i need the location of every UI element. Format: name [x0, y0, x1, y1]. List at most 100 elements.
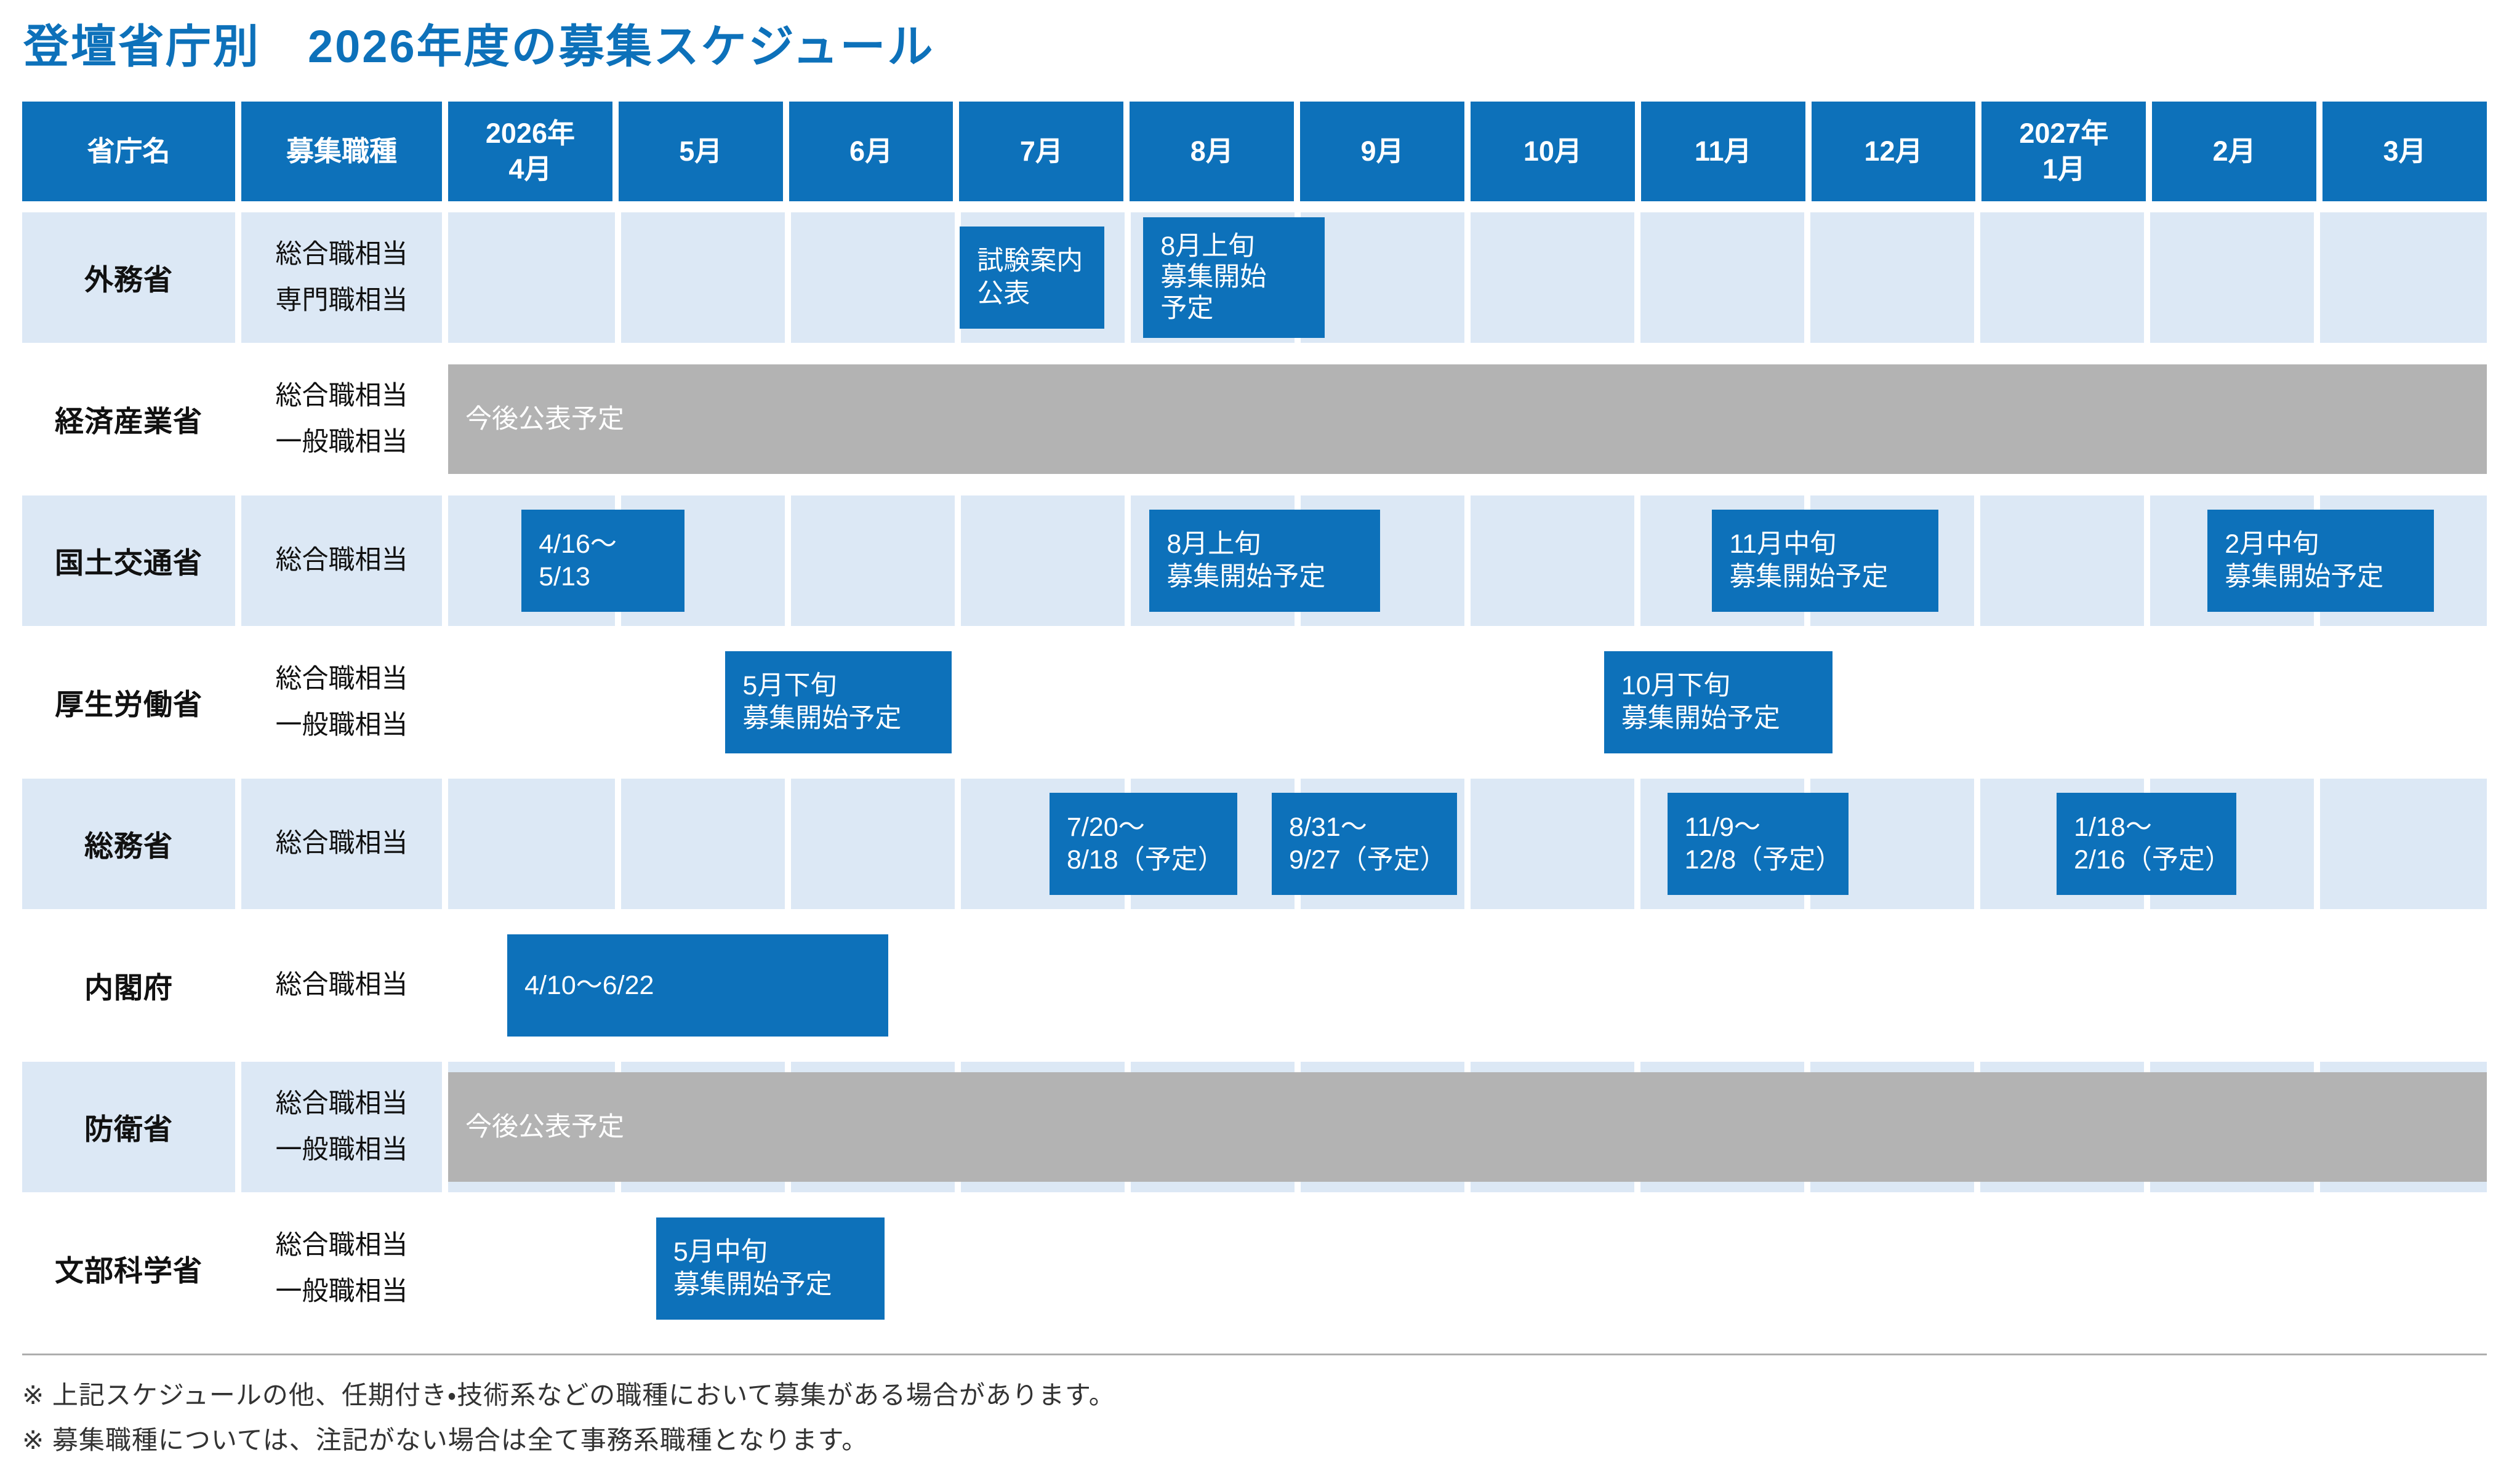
schedule-bar: 8/31～ 9/27（予定） — [1272, 792, 1458, 895]
schedule-bar-label: 募集開始予定 — [1729, 561, 1889, 592]
ministry-name: 内閣府 — [84, 971, 173, 1005]
schedule-bar-label: 8/31～ — [1289, 812, 1367, 843]
job-type-label: 総合職相当 — [275, 970, 408, 1000]
ministry-name: 総務省 — [22, 778, 235, 909]
schedule-bar-label: 募集開始予定 — [2225, 561, 2384, 592]
header-month-label: 1月 — [2042, 153, 2086, 185]
job-type-label: 一般職相当 — [275, 1134, 408, 1165]
header-cell-month: 9月 — [1300, 101, 1464, 201]
table-row: 総務省 総合職相当 7/20～ 8/18（予定） 8/31～ 9/27（予定） 11/9～ 1… — [22, 778, 2487, 909]
schedule-bar-label: 2/16（予定） — [2074, 844, 2231, 875]
column-divider — [1464, 778, 1471, 909]
table-row: 外務省 総合職相当 専門職相当 試験案内 公表 8月上旬 募集開始 予定 — [22, 212, 2487, 343]
ministry-name: 文部科学省 — [55, 1254, 203, 1288]
job-types: 総合職相当 — [241, 920, 442, 1051]
schedule-bar-label: 8月上旬 — [1160, 231, 1255, 261]
schedule-bar: 1/18～ 2/16（予定） — [2057, 792, 2236, 895]
ministry-name: 厚生労働省 — [55, 688, 203, 721]
job-type-label: 一般職相当 — [275, 427, 408, 457]
schedule-bar-label: 12/8（予定） — [1684, 844, 1842, 875]
job-type-label: 総合職相当 — [275, 664, 408, 694]
schedule-bar-label: 4/10～6/22 — [524, 970, 654, 1000]
page-title: 登壇省庁別 2026年度の募集スケジュール — [23, 21, 935, 72]
schedule-bar: 今後公表予定 — [448, 364, 2487, 474]
column-divider — [955, 495, 961, 626]
schedule-bar: 試験案内 公表 — [960, 226, 1105, 329]
ministry-name: 経済産業省 — [55, 405, 203, 438]
ministry-name: 防衛省 — [22, 1061, 235, 1192]
job-type-label: 一般職相当 — [275, 1276, 408, 1306]
schedule-bar-label: 試験案内 — [977, 246, 1083, 276]
ministry-name: 国土交通省 — [22, 495, 235, 626]
schedule-bar: 2月中旬 募集開始予定 — [2207, 509, 2434, 612]
schedule-bar-label: 1/18～ — [2074, 812, 2152, 843]
schedule-bar-label: 5月中旬 — [673, 1237, 768, 1267]
header-month-label: 10月 — [1523, 135, 1582, 167]
schedule-bar: 8月上旬募集開始予定 — [1143, 217, 1325, 338]
month-grid: 今後公表予定 — [448, 354, 2487, 484]
header-cell-month: 3月 — [2322, 101, 2487, 201]
schedule-table: 省庁名 募集職種 2026年 4月 5月 6月 7月 8月 9月 10月 11月 12月 2027年 1月… — [22, 101, 2487, 1334]
schedule-bar: 11/9～ 12/8（予定） — [1667, 792, 1849, 895]
column-divider — [1464, 495, 1471, 626]
schedule-bar-label: 募集開始 — [1160, 262, 1267, 292]
table-row: 内閣府 総合職相当 4/10～6/22 — [22, 920, 2487, 1051]
job-types: 総合職相当 一般職相当 — [241, 637, 442, 768]
schedule-bar-label: 募集開始予定 — [1166, 561, 1326, 592]
header-cell-month: 5月 — [618, 101, 783, 201]
schedule-bar-label: 5/13 — [539, 561, 590, 592]
job-types: 総合職相当一般職相当 — [241, 1061, 442, 1192]
schedule-bar: 4/16～ 5/13 — [521, 509, 685, 612]
schedule-bar: 8月上旬募集開始予定 — [1149, 509, 1380, 612]
schedule-bar-label: 4/16～ — [539, 529, 617, 560]
header-month-label: 2027年 — [2019, 118, 2109, 150]
table-row: 文部科学省 総合職相当一般職相当 5月中旬 募集開始予定 — [22, 1203, 2487, 1334]
job-type-label: 総合職相当 — [275, 1088, 408, 1118]
schedule-bar-label: 2月中旬 — [2225, 529, 2319, 560]
header-month-label: 12月 — [1864, 135, 1923, 167]
job-types: 総合職相当一般職相当 — [241, 354, 442, 484]
month-grid: 4/10～6/22 — [448, 920, 2487, 1051]
column-divider — [784, 778, 791, 909]
schedule-bar-label: 8/18（予定） — [1067, 844, 1224, 875]
schedule-bar: 5月下旬 募集開始予定 — [725, 651, 952, 753]
header-month-label: 5月 — [679, 135, 723, 167]
header-month-label: 2月 — [2212, 135, 2256, 167]
schedule-bar-label: 8月上旬 — [1166, 529, 1261, 560]
schedule-bar: 5月中旬 募集開始予定 — [656, 1217, 885, 1320]
column-divider — [1974, 495, 1980, 626]
job-types: 総合職相当 — [241, 495, 442, 626]
schedule-bar: 今後公表予定 — [448, 1072, 2487, 1182]
schedule-bar: 11月中旬 募集開始予定 — [1712, 509, 1939, 612]
table-row: 経済産業省 総合職相当 一般職相当 今後公表予定 — [22, 354, 2487, 484]
schedule-bar-label: 募集開始予定 — [673, 1269, 832, 1299]
header-month-label: 4月 — [508, 153, 552, 185]
column-divider — [1124, 212, 1131, 343]
job-type-label: 総合職相当 — [275, 545, 408, 576]
schedule-bar-label: 5月下旬 — [742, 671, 837, 701]
column-divider — [614, 778, 621, 909]
footnote-1: ※ 上記スケジュールの他、任期付き・技術系などの職種において募集がある場合があり… — [22, 1380, 1115, 1410]
job-type-label: 総合職相当 — [275, 380, 408, 411]
header-cell-month: 2月 — [2152, 101, 2317, 201]
schedule-bar-label: 今後公表予定 — [465, 404, 624, 434]
table-row: 防衛省 総合職相当 一般職相当 今後公表予定 — [22, 1061, 2487, 1192]
header-cell-month: 10月 — [1470, 101, 1635, 201]
column-divider — [1124, 495, 1131, 626]
column-divider — [1974, 212, 1980, 343]
job-type-label: 総合職相当 — [275, 828, 408, 859]
table-header-row: 省庁名 募集職種 2026年 4月 5月 6月 7月 8月 9月 10月 11月 12月 2027年 1月… — [22, 101, 2487, 201]
job-type-label: 総合職相当 — [275, 1230, 408, 1260]
header-month-label: 6月 — [849, 135, 893, 167]
table-row: 厚生労働省 総合職相当 一般職相当 5月下旬 募集開始予定 10月下旬 募集開始予定 — [22, 637, 2487, 768]
column-divider — [2313, 212, 2320, 343]
schedule-bar-label: 11月中旬 — [1729, 529, 1837, 560]
schedule-bar-label: 今後公表予定 — [465, 1112, 624, 1142]
month-grid: 5月下旬 募集開始予定 10月下旬 募集開始予定 — [448, 637, 2487, 768]
job-type-label: 総合職相当 — [275, 239, 408, 269]
schedule-bar: 4/10～6/22 — [507, 934, 889, 1037]
header-cell-month: 2026年 4月 — [448, 101, 612, 201]
header-label: 省庁名 — [87, 135, 171, 167]
header-month-label: 9月 — [1360, 135, 1404, 167]
